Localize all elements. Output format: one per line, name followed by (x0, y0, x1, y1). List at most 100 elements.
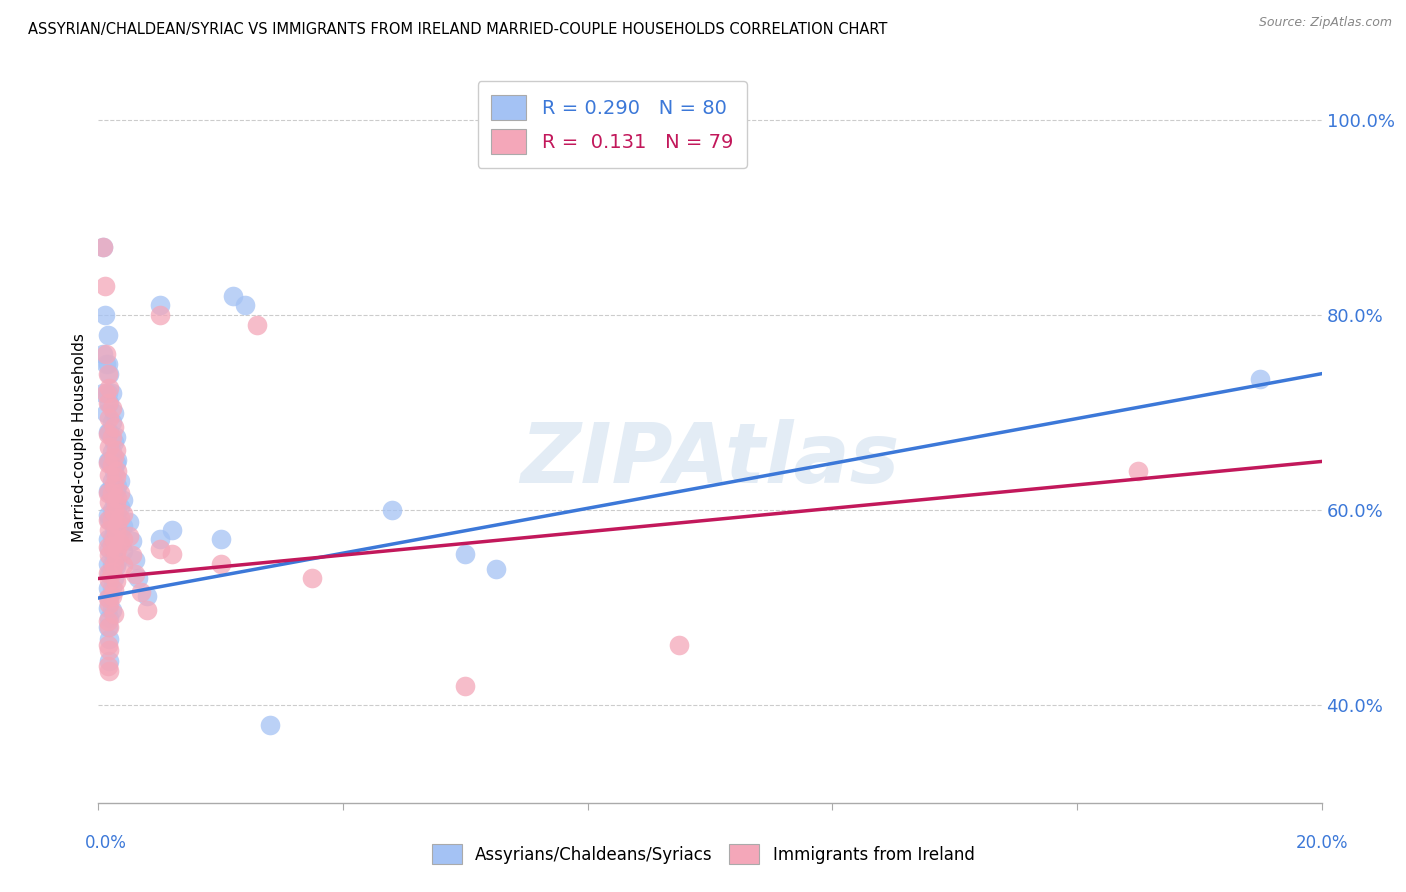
Point (1128, 464, 1150, 478)
Point (98, 381, 121, 395)
Point (94, 406, 117, 420)
Point (103, 420, 125, 434)
Point (97, 485, 120, 500)
Point (127, 572, 149, 586)
Point (103, 558, 125, 572)
Point (98, 632, 121, 646)
Point (108, 511, 131, 525)
Legend: Assyrians/Chaldeans/Syriacs, Immigrants from Ireland: Assyrians/Chaldeans/Syriacs, Immigrants … (425, 838, 981, 871)
Point (454, 679, 477, 693)
Point (104, 483, 127, 498)
Point (101, 557, 124, 571)
Point (105, 491, 128, 505)
Point (104, 534, 127, 549)
Point (101, 458, 124, 473)
Point (103, 583, 125, 598)
Point (98, 495, 121, 509)
Point (98, 654, 121, 668)
Point (105, 505, 128, 519)
Point (101, 589, 124, 603)
Point (98, 664, 121, 678)
Point (103, 493, 125, 508)
Point (103, 547, 125, 561)
Point (97, 541, 120, 555)
Point (149, 298, 172, 312)
Point (98, 548, 121, 562)
Point (98, 523, 121, 537)
Point (97, 425, 120, 440)
Point (103, 505, 125, 519)
Point (98, 483, 121, 498)
Point (233, 298, 256, 312)
Point (98, 367, 121, 381)
Y-axis label: Married-couple Households: Married-couple Households (72, 333, 87, 541)
Point (121, 534, 143, 549)
Point (97, 454, 120, 468)
Point (101, 565, 124, 579)
Point (111, 507, 134, 521)
Point (97, 615, 120, 629)
Point (101, 401, 124, 415)
Point (104, 442, 127, 457)
Point (98, 610, 121, 624)
Point (91, 347, 114, 361)
Point (97, 386, 120, 401)
Point (104, 524, 127, 538)
Point (98, 468, 121, 483)
Point (111, 544, 134, 558)
Point (97, 483, 120, 498)
Point (111, 493, 134, 508)
Point (101, 430, 124, 444)
Point (98, 642, 121, 657)
Point (136, 603, 159, 617)
Point (101, 485, 124, 500)
Text: Source: ZipAtlas.com: Source: ZipAtlas.com (1258, 16, 1392, 29)
Point (104, 457, 127, 471)
Point (222, 288, 245, 302)
Point (98, 454, 121, 468)
Point (97, 533, 120, 547)
Point (108, 536, 131, 550)
Point (105, 452, 128, 467)
Point (94, 357, 117, 371)
Point (97, 566, 120, 580)
Point (454, 547, 477, 561)
Point (111, 558, 134, 572)
Point (209, 533, 232, 547)
Point (124, 553, 146, 567)
Point (93, 308, 115, 322)
Point (668, 638, 690, 652)
Point (105, 555, 128, 569)
Point (108, 525, 131, 540)
Point (91, 386, 114, 401)
Point (93, 279, 115, 293)
Point (259, 718, 281, 732)
Point (209, 557, 232, 571)
Point (97, 327, 120, 342)
Point (104, 497, 127, 511)
Point (101, 503, 124, 517)
Point (1249, 371, 1271, 385)
Point (111, 518, 134, 533)
Point (105, 479, 128, 493)
Point (98, 574, 121, 588)
Point (108, 485, 131, 500)
Point (149, 533, 172, 547)
Point (103, 478, 125, 492)
Point (104, 509, 127, 524)
Point (98, 566, 121, 581)
Point (101, 474, 124, 488)
Point (98, 440, 121, 454)
Text: 0.0%: 0.0% (84, 834, 127, 852)
Point (108, 500, 131, 515)
Point (97, 367, 120, 381)
Point (104, 470, 127, 484)
Point (381, 503, 404, 517)
Point (98, 396, 121, 410)
Point (91, 240, 114, 254)
Point (97, 659, 120, 673)
Point (98, 620, 121, 634)
Point (301, 572, 323, 586)
Point (129, 585, 152, 599)
Point (485, 562, 508, 576)
